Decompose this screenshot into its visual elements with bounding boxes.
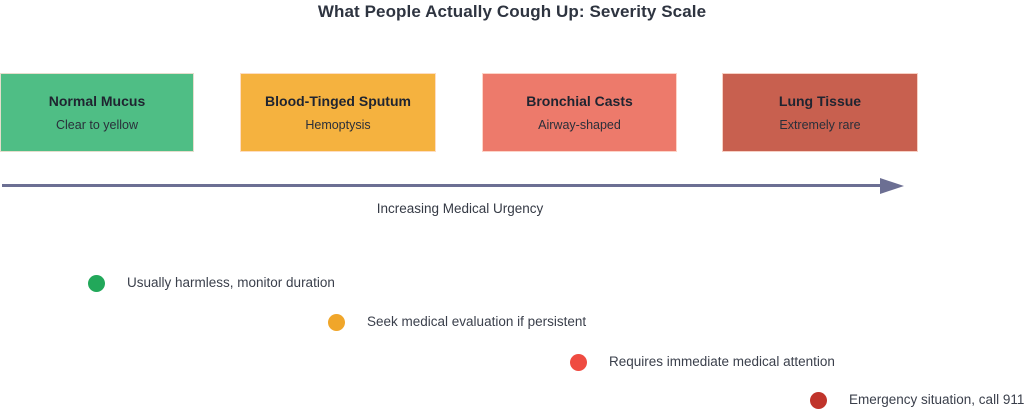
stage-label: Lung Tissue [778,93,862,109]
legend-dot-green-icon [88,274,105,292]
legend-item-label: Usually harmless, monitor duration [127,275,335,290]
stage-label: Normal Mucus [48,93,146,109]
legend-item-label: Seek medical evaluation if persistent [367,314,587,329]
severity-stage-normal-mucus[interactable]: Normal Mucus Clear to yellow [0,73,194,152]
legend-item-label: Emergency situation, call 911 [849,392,1024,407]
legend-dot-darkred-icon [810,391,827,409]
severity-stage-lung-tissue[interactable]: Lung Tissue Extremely rare [722,73,918,152]
legend-item-label: Requires immediate medical attention [609,354,835,369]
severity-stage-bronchial-casts[interactable]: Bronchial Casts Airway-shaped [482,73,677,152]
legend-dot-red-icon [570,353,587,371]
stage-label: Blood-Tinged Sputum [265,93,411,109]
arrow-line [2,184,884,187]
stage-sublabel: Hemoptysis [305,118,371,132]
legend-item[interactable]: Emergency situation, call 911 [810,391,1024,409]
urgency-arrow [0,178,1024,196]
page-title: What People Actually Cough Up: Severity … [317,2,707,21]
legend-item[interactable]: Seek medical evaluation if persistent [328,313,586,331]
arrow-head-icon [880,178,904,194]
axis-caption: Increasing Medical Urgency [376,201,544,216]
stage-sublabel: Clear to yellow [56,118,138,132]
stage-sublabel: Extremely rare [779,118,861,132]
legend-dot-orange-icon [328,313,345,331]
stage-label: Bronchial Casts [526,93,633,109]
stage-sublabel: Airway-shaped [538,118,621,132]
severity-scale-boxes: Normal Mucus Clear to yellow Blood-Tinge… [0,73,1024,153]
legend-item[interactable]: Requires immediate medical attention [570,353,835,371]
severity-stage-blood-tinged-sputum[interactable]: Blood-Tinged Sputum Hemoptysis [240,73,436,152]
legend-item[interactable]: Usually harmless, monitor duration [88,274,335,292]
